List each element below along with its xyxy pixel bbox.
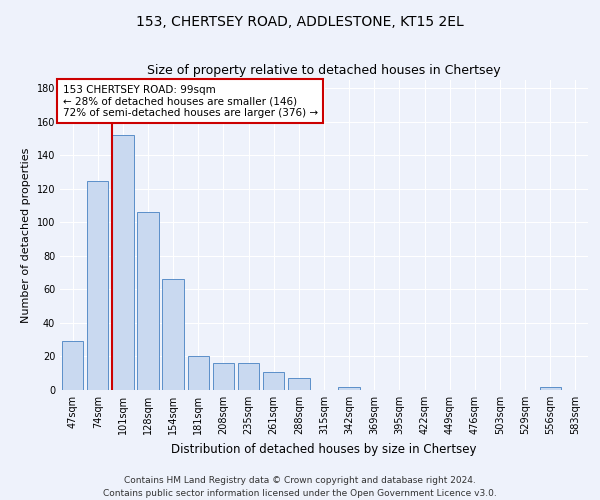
Bar xyxy=(87,180,109,390)
Bar xyxy=(163,280,184,390)
Bar xyxy=(238,363,259,390)
Bar xyxy=(137,212,158,390)
Bar xyxy=(338,386,360,390)
Y-axis label: Number of detached properties: Number of detached properties xyxy=(21,148,31,322)
Text: 153, CHERTSEY ROAD, ADDLESTONE, KT15 2EL: 153, CHERTSEY ROAD, ADDLESTONE, KT15 2EL xyxy=(136,15,464,29)
Bar xyxy=(213,363,234,390)
X-axis label: Distribution of detached houses by size in Chertsey: Distribution of detached houses by size … xyxy=(171,442,477,456)
Bar xyxy=(62,342,83,390)
Bar xyxy=(539,386,561,390)
Bar xyxy=(188,356,209,390)
Text: 153 CHERTSEY ROAD: 99sqm
← 28% of detached houses are smaller (146)
72% of semi-: 153 CHERTSEY ROAD: 99sqm ← 28% of detach… xyxy=(62,84,318,118)
Bar xyxy=(112,136,134,390)
Text: Contains HM Land Registry data © Crown copyright and database right 2024.
Contai: Contains HM Land Registry data © Crown c… xyxy=(103,476,497,498)
Bar xyxy=(288,378,310,390)
Bar xyxy=(263,372,284,390)
Title: Size of property relative to detached houses in Chertsey: Size of property relative to detached ho… xyxy=(147,64,501,78)
